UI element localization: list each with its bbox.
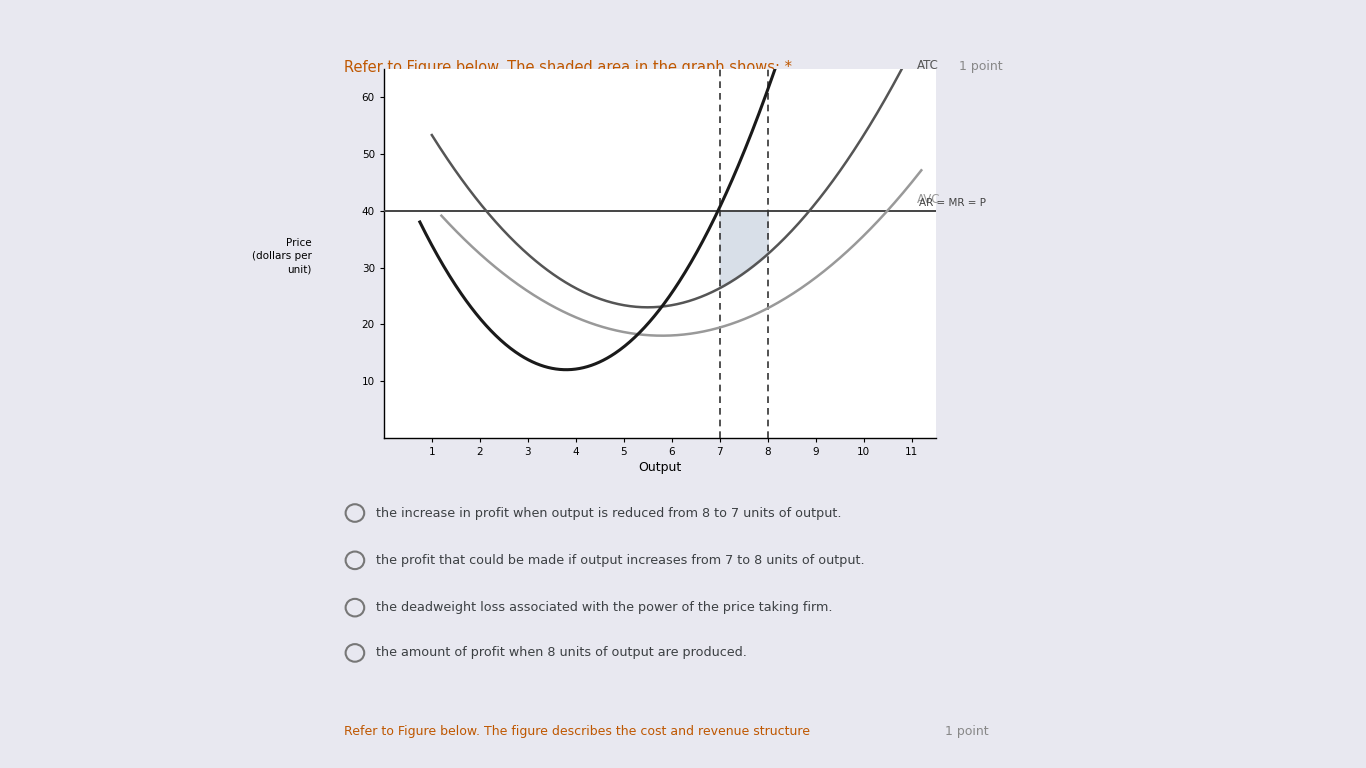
Text: the deadweight loss associated with the power of the price taking firm.: the deadweight loss associated with the … bbox=[377, 601, 833, 614]
Text: Price
(dollars per
unit): Price (dollars per unit) bbox=[251, 238, 311, 274]
Text: 1 point: 1 point bbox=[945, 725, 989, 738]
Text: 1 point: 1 point bbox=[959, 60, 1003, 73]
Text: the amount of profit when 8 units of output are produced.: the amount of profit when 8 units of out… bbox=[377, 647, 747, 660]
Text: AVC: AVC bbox=[917, 193, 940, 206]
Text: the profit that could be made if output increases from 7 to 8 units of output.: the profit that could be made if output … bbox=[377, 554, 865, 567]
Text: Refer to Figure below. The figure describes the cost and revenue structure: Refer to Figure below. The figure descri… bbox=[344, 725, 810, 738]
Text: AR = MR = P: AR = MR = P bbox=[919, 198, 986, 208]
Text: the increase in profit when output is reduced from 8 to 7 units of output.: the increase in profit when output is re… bbox=[377, 507, 841, 519]
Text: ATC: ATC bbox=[917, 59, 938, 72]
X-axis label: Output: Output bbox=[638, 461, 682, 474]
Text: Refer to Figure below. The shaded area in the graph shows: *: Refer to Figure below. The shaded area i… bbox=[344, 60, 792, 75]
